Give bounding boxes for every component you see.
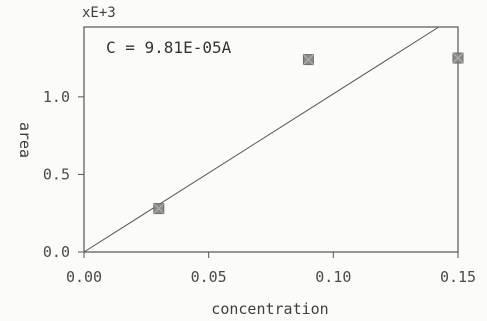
x-axis-title: concentration: [211, 300, 328, 318]
y-tick-label: 1.0: [43, 88, 70, 106]
y-tick-label: 0.5: [43, 165, 70, 183]
data-point-cross: [153, 203, 165, 214]
plot-frame: [83, 26, 459, 253]
x-tick-label: 0.10: [315, 268, 351, 286]
x-tick-label: 0.00: [66, 268, 102, 286]
y-multiplier-label: xE+3: [82, 5, 116, 21]
x-tick-label: 0.05: [191, 268, 227, 286]
equation-label: C = 9.81E-05A: [106, 38, 232, 57]
y-axis-title: area: [16, 122, 34, 158]
data-point-cross: [452, 52, 464, 64]
data-point-cross: [303, 54, 314, 65]
data-point: [153, 203, 165, 215]
x-tick-label: 0.15: [440, 268, 476, 286]
data-point: [302, 54, 314, 66]
y-tick-label: 0.0: [43, 243, 70, 261]
data-point: [452, 52, 464, 64]
fit-line: [83, 26, 440, 253]
